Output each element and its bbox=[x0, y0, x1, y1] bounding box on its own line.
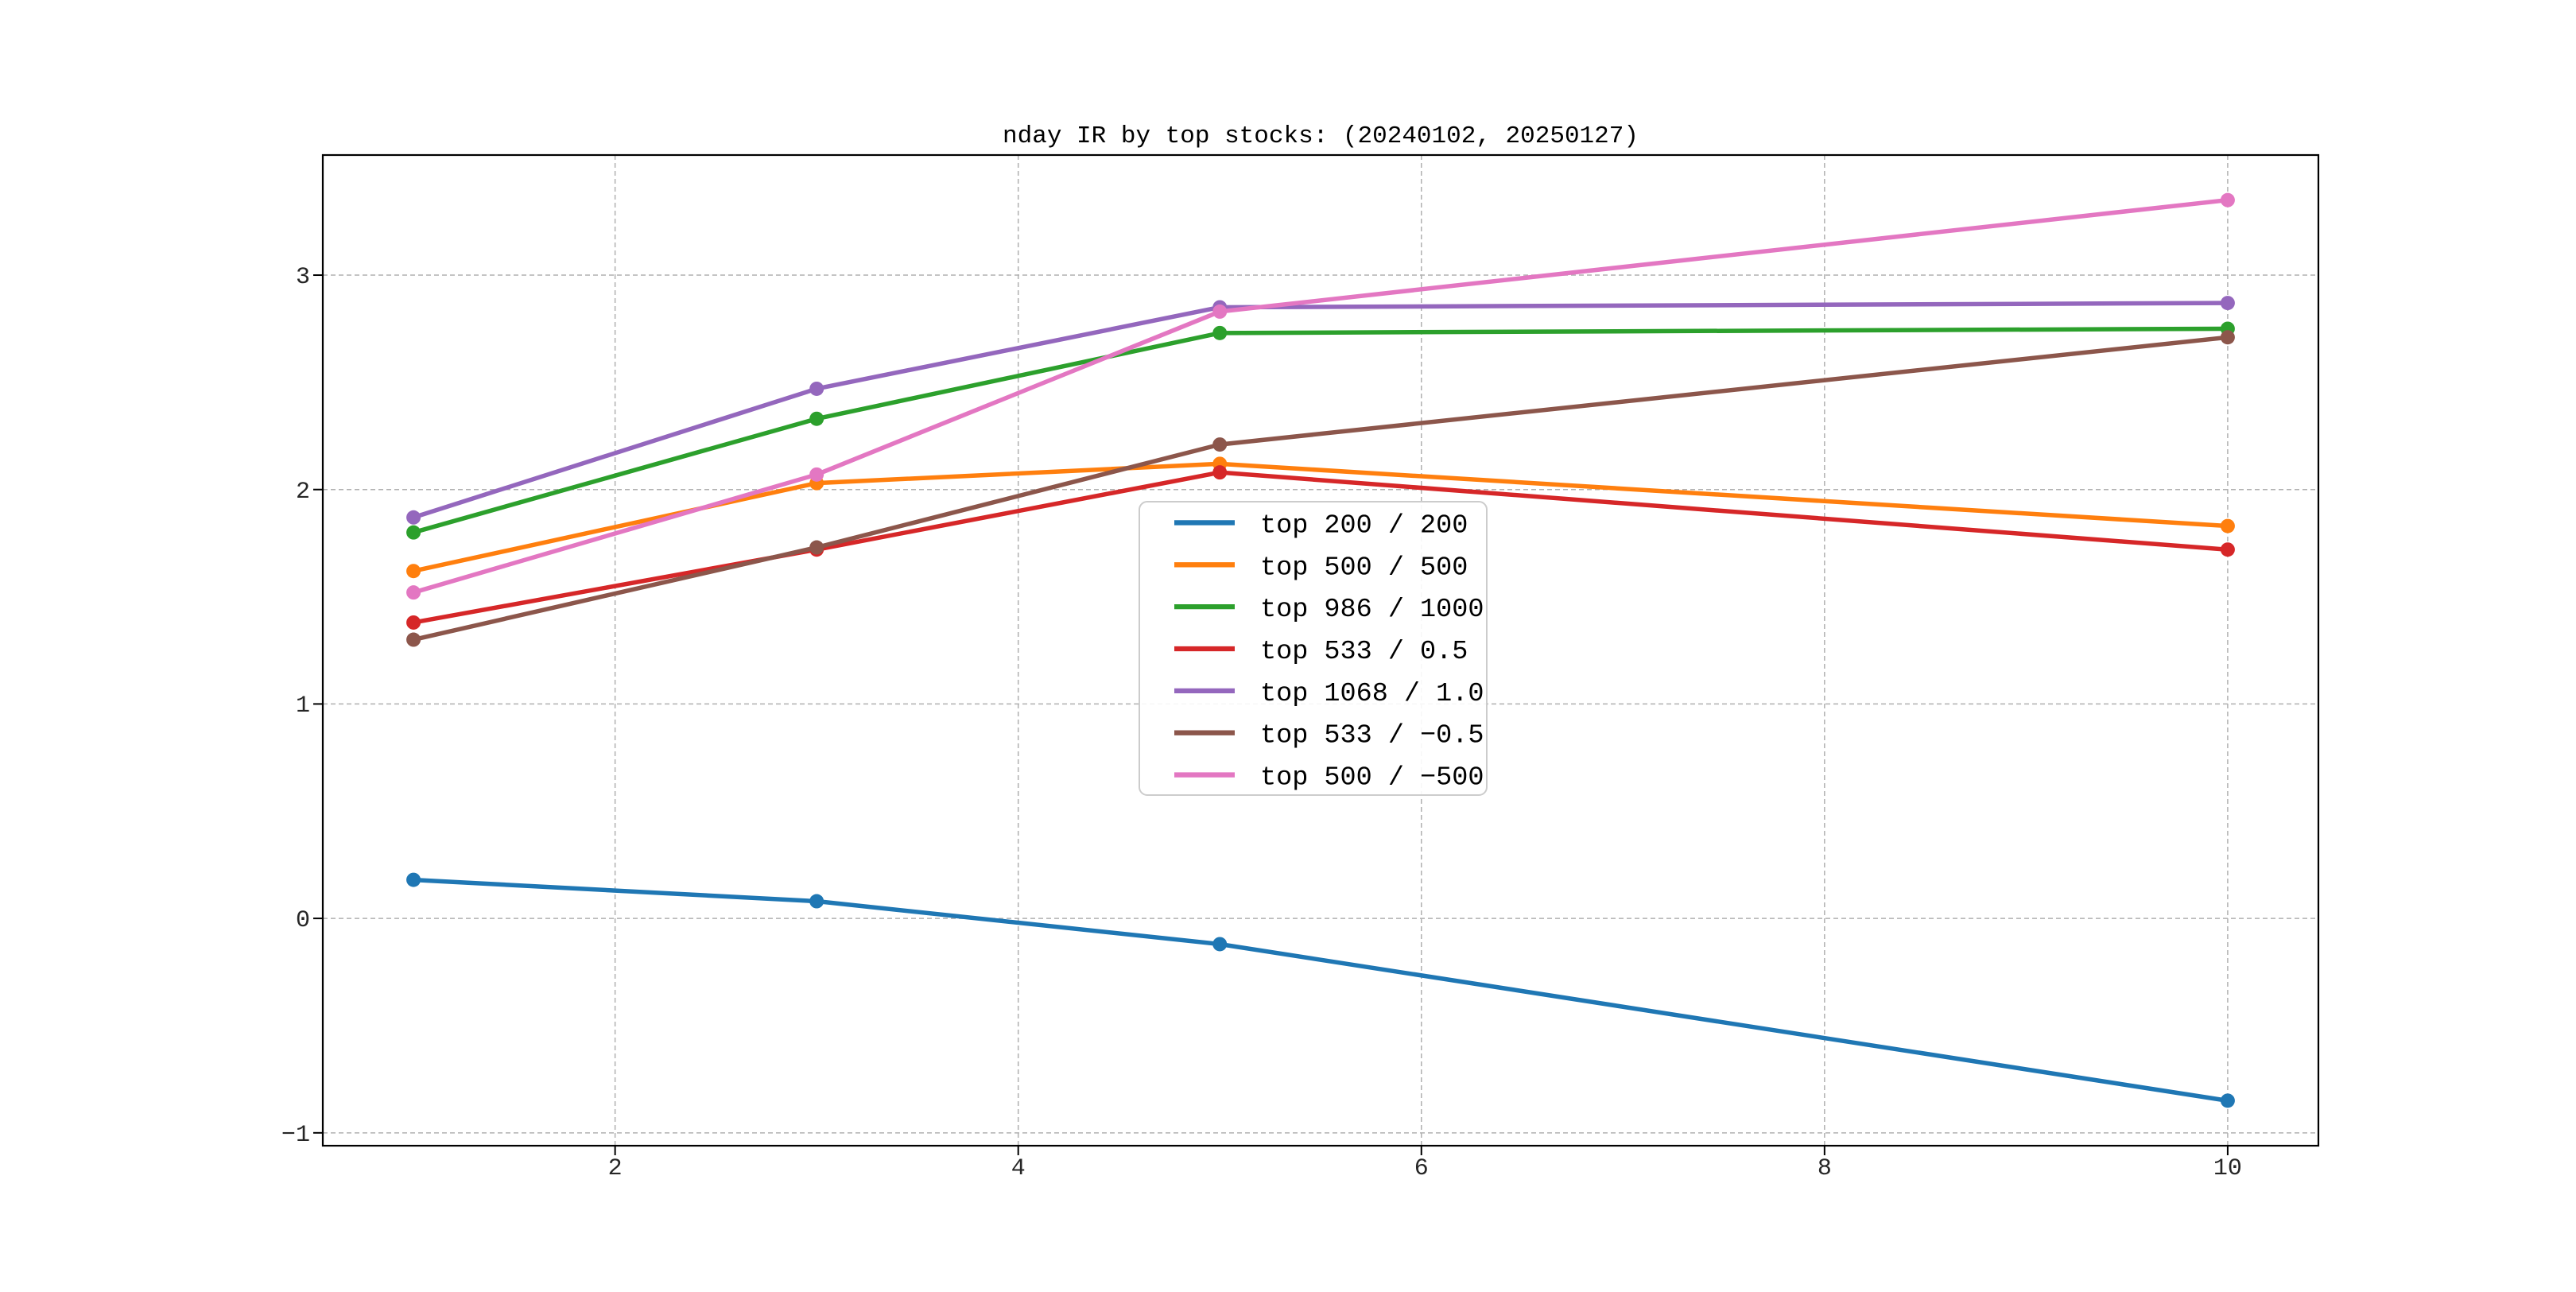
svg-text:1: 1 bbox=[296, 693, 310, 720]
svg-text:0: 0 bbox=[296, 907, 310, 934]
svg-text:top 533 / −0.5: top 533 / −0.5 bbox=[1260, 721, 1484, 751]
svg-text:2: 2 bbox=[296, 479, 310, 506]
svg-text:top 500 / 500: top 500 / 500 bbox=[1260, 553, 1468, 583]
svg-text:top 986 / 1000: top 986 / 1000 bbox=[1260, 595, 1484, 625]
svg-text:top 533 / 0.5: top 533 / 0.5 bbox=[1260, 637, 1468, 667]
svg-text:3: 3 bbox=[296, 264, 310, 291]
svg-text:−1: −1 bbox=[281, 1122, 310, 1149]
svg-text:4: 4 bbox=[1011, 1155, 1026, 1182]
svg-text:top 200 / 200: top 200 / 200 bbox=[1260, 510, 1468, 541]
svg-text:top 500 / −500: top 500 / −500 bbox=[1260, 763, 1484, 793]
svg-text:nday IR by top stocks: (202401: nday IR by top stocks: (20240102, 202501… bbox=[1003, 122, 1639, 150]
svg-text:10: 10 bbox=[2213, 1155, 2242, 1182]
svg-text:8: 8 bbox=[1818, 1155, 1832, 1182]
svg-text:2: 2 bbox=[608, 1155, 623, 1182]
svg-text:6: 6 bbox=[1414, 1155, 1429, 1182]
svg-text:top 1068 / 1.0: top 1068 / 1.0 bbox=[1260, 679, 1484, 709]
